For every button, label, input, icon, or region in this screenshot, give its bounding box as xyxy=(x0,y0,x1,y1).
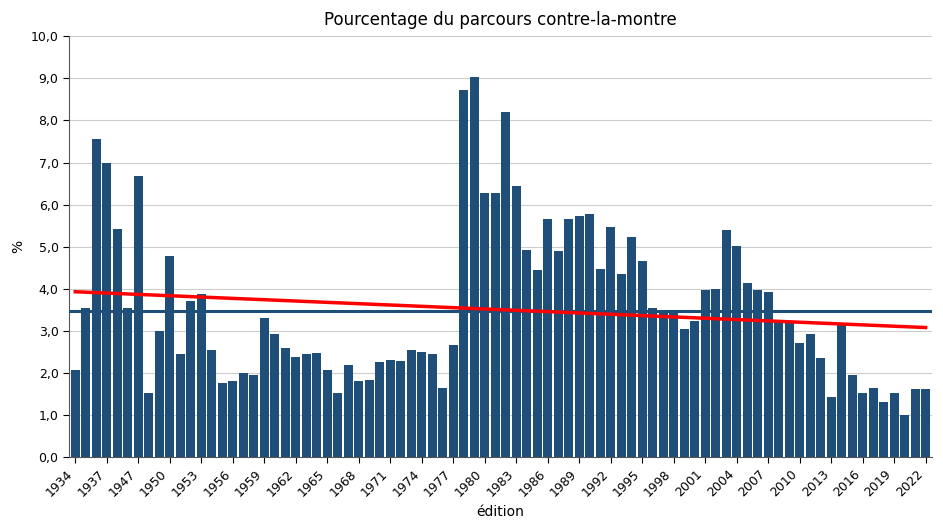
Bar xyxy=(764,292,772,457)
Bar xyxy=(596,269,604,457)
Bar xyxy=(271,334,279,457)
Bar xyxy=(459,90,468,457)
Bar xyxy=(291,357,300,457)
Bar xyxy=(333,393,342,457)
Bar xyxy=(175,354,185,457)
Bar xyxy=(438,388,447,457)
Bar xyxy=(113,229,122,457)
Bar xyxy=(711,289,720,457)
Bar xyxy=(323,369,332,457)
Bar xyxy=(386,360,395,457)
Bar xyxy=(721,231,731,457)
Bar xyxy=(102,163,111,457)
Bar xyxy=(795,343,804,457)
Bar xyxy=(406,350,416,457)
Y-axis label: %: % xyxy=(11,240,25,253)
Bar xyxy=(91,138,101,457)
Bar xyxy=(375,361,384,457)
Bar xyxy=(165,257,174,457)
Bar xyxy=(249,375,258,457)
Bar xyxy=(449,345,457,457)
Bar xyxy=(281,348,290,457)
Bar xyxy=(228,381,238,457)
Bar xyxy=(554,251,563,457)
Bar xyxy=(805,334,815,457)
Bar xyxy=(365,380,373,457)
Bar xyxy=(911,389,919,457)
Bar xyxy=(827,396,835,457)
Bar xyxy=(743,284,752,457)
Bar xyxy=(921,390,930,457)
Bar xyxy=(207,350,216,457)
Bar xyxy=(858,393,867,457)
Bar xyxy=(617,275,625,457)
Bar xyxy=(889,393,899,457)
Bar xyxy=(533,270,541,457)
Bar xyxy=(187,301,195,457)
Bar xyxy=(564,219,573,457)
Bar xyxy=(480,193,489,457)
Bar xyxy=(502,112,510,457)
Bar xyxy=(355,381,363,457)
Bar xyxy=(396,361,405,457)
Bar xyxy=(197,294,206,457)
Bar xyxy=(259,319,269,457)
Bar xyxy=(774,321,783,457)
Bar xyxy=(81,308,91,457)
Bar xyxy=(239,373,248,457)
Bar xyxy=(428,354,437,457)
Bar xyxy=(637,261,647,457)
Bar xyxy=(837,325,846,457)
Bar xyxy=(124,308,132,457)
Bar xyxy=(606,227,615,457)
Bar xyxy=(574,216,584,457)
Bar xyxy=(155,331,164,457)
Bar xyxy=(344,365,353,457)
Bar xyxy=(522,250,531,457)
Bar xyxy=(470,77,479,457)
Bar xyxy=(144,393,153,457)
Bar xyxy=(312,353,322,457)
X-axis label: édition: édition xyxy=(476,505,524,519)
Bar xyxy=(901,415,909,457)
Bar xyxy=(648,308,657,457)
Bar xyxy=(490,193,500,457)
Bar xyxy=(71,370,80,457)
Bar xyxy=(785,323,794,457)
Bar xyxy=(816,358,825,457)
Bar xyxy=(732,246,741,457)
Bar xyxy=(218,383,226,457)
Bar xyxy=(543,219,552,457)
Bar xyxy=(848,375,856,457)
Bar xyxy=(627,237,637,457)
Bar xyxy=(302,354,310,457)
Bar xyxy=(869,388,878,457)
Bar xyxy=(701,290,709,457)
Bar xyxy=(658,313,668,457)
Bar xyxy=(670,311,678,457)
Bar xyxy=(586,214,594,457)
Bar xyxy=(680,329,688,457)
Bar xyxy=(690,321,699,457)
Bar xyxy=(417,352,426,457)
Bar xyxy=(134,176,142,457)
Bar xyxy=(879,402,888,457)
Title: Pourcentage du parcours contre-la-montre: Pourcentage du parcours contre-la-montre xyxy=(324,11,677,29)
Bar xyxy=(753,289,762,457)
Bar xyxy=(512,186,521,457)
